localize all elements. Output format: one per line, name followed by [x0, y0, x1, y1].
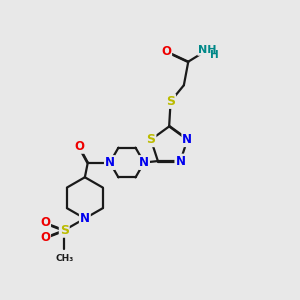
Text: S: S: [166, 95, 175, 108]
Text: N: N: [105, 156, 115, 169]
Text: H: H: [209, 50, 218, 60]
Text: O: O: [40, 231, 50, 244]
Text: O: O: [74, 140, 84, 153]
Text: O: O: [40, 216, 50, 230]
Text: N: N: [182, 133, 192, 146]
Text: N: N: [80, 212, 90, 225]
Text: NH: NH: [198, 45, 217, 55]
Text: O: O: [161, 45, 171, 58]
Text: CH₃: CH₃: [55, 254, 74, 263]
Text: N: N: [139, 156, 149, 169]
Text: S: S: [146, 133, 155, 146]
Text: S: S: [60, 224, 69, 237]
Text: N: N: [176, 154, 185, 168]
